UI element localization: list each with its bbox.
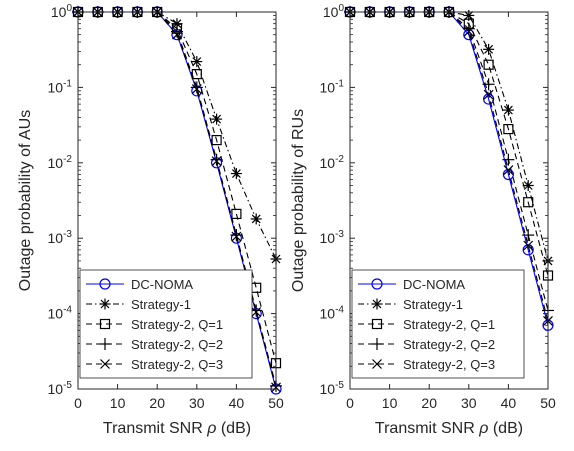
data-point [522, 179, 534, 191]
data-point [211, 113, 223, 125]
data-point [211, 135, 222, 146]
legend-marker [99, 318, 111, 330]
y-tick-label: 10-3 [320, 229, 345, 246]
data-point [463, 26, 474, 37]
data-point [522, 229, 535, 242]
legend: DC-NOMA Strategy-1 Strategy-2, Q=1 Strategy… [79, 269, 253, 379]
legend-marker [371, 338, 383, 350]
y-tick-label: 10-4 [320, 305, 345, 322]
x-tick-label: 20 [149, 395, 165, 411]
legend-label: Strategy-1 [131, 297, 191, 312]
legend-marker [371, 298, 383, 310]
legend-item: Strategy-1 [86, 297, 191, 312]
y-tick-label: 100 [51, 3, 73, 20]
legend-label: DC-NOMA [131, 277, 193, 292]
data-point [462, 22, 475, 35]
legend-item: Strategy-2, Q=1 [358, 317, 495, 332]
y-tick-label: 10-5 [320, 380, 345, 397]
y-tick-label: 10-3 [48, 229, 73, 246]
y-tick-label: 10-1 [320, 78, 345, 95]
x-tick-label: 10 [110, 395, 126, 411]
legend-item: Strategy-1 [358, 297, 463, 312]
data-point [502, 104, 514, 116]
x-tick-label: 10 [382, 395, 398, 411]
data-point [172, 29, 182, 40]
data-point [523, 197, 534, 208]
data-point [251, 307, 262, 317]
x-axis-label: Transmit SNR ρ (dB) [375, 420, 523, 437]
data-point [250, 213, 262, 225]
legend-marker [99, 338, 111, 350]
legend-item: Strategy-2, Q=1 [86, 317, 223, 332]
x-tick-label: 20 [421, 395, 437, 411]
x-tick-label: 40 [229, 395, 245, 411]
legend-label: Strategy-2, Q=1 [131, 317, 223, 332]
legend-item: Strategy-2, Q=2 [358, 337, 495, 352]
legend-label: Strategy-2, Q=3 [403, 357, 495, 372]
data-point [230, 229, 243, 242]
y-axis-label: Outage probability of RUs [290, 109, 307, 292]
legend: DC-NOMA Strategy-1 Strategy-2, Q=1 Strategy… [351, 269, 525, 379]
y-tick-label: 10-2 [320, 154, 345, 171]
y-tick-label: 100 [323, 3, 345, 20]
data-point [231, 208, 242, 220]
y-tick-label: 10-2 [48, 154, 73, 171]
x-tick-label: 40 [501, 395, 517, 411]
x-tick-label: 50 [268, 395, 284, 411]
axes-box [349, 11, 549, 390]
y-tick-label: 10-1 [48, 78, 73, 95]
x-tick-label: 30 [461, 395, 477, 411]
x-tick-label: 30 [189, 395, 205, 411]
legend-label: Strategy-2, Q=2 [131, 337, 223, 352]
x-tick-label: 0 [346, 395, 354, 411]
legend-marker [99, 298, 111, 310]
data-point [211, 156, 222, 167]
data-point [503, 123, 514, 135]
data-point [483, 59, 494, 70]
data-point [483, 43, 495, 55]
data-point [191, 84, 202, 95]
axes-box [77, 11, 277, 390]
x-axis-label: Transmit SNR ρ (dB) [103, 420, 251, 437]
data-point [503, 165, 514, 176]
legend-marker [99, 278, 111, 290]
legend-label: Strategy-2, Q=3 [131, 357, 223, 372]
legend-marker [371, 278, 383, 290]
legend-item: DC-NOMA [86, 277, 193, 292]
legend-item: Strategy-2, Q=2 [86, 337, 223, 352]
x-tick-label: 50 [540, 395, 556, 411]
y-axis-label: Outage probability of AUs [17, 110, 34, 291]
legend-item: DC-NOMA [358, 277, 465, 292]
legend-marker [371, 318, 383, 330]
data-point [191, 56, 203, 68]
x-tick-label: 0 [74, 395, 82, 411]
legend-item: Strategy-2, Q=3 [358, 357, 495, 372]
legend-label: DC-NOMA [403, 277, 465, 292]
data-point [190, 81, 203, 94]
data-point [502, 153, 515, 166]
data-point [482, 78, 495, 91]
data-point [523, 240, 534, 251]
legend-marker [372, 359, 382, 369]
y-tick-label: 10-4 [48, 305, 73, 322]
legend-marker [100, 359, 110, 369]
legend-label: Strategy-1 [403, 297, 463, 312]
chart-panel-1: 10-5 10-4 10-3 10-2 10-1 100 0 10 20 30 40 50 Outage… [17, 3, 284, 437]
data-point [483, 89, 494, 100]
data-point [231, 231, 242, 242]
legend-label: Strategy-2, Q=1 [403, 317, 495, 332]
chart-panel-2: 10-5 10-4 10-3 10-2 10-1 100 0 10 20 30 40 50 Outage… [290, 3, 556, 437]
y-tick-label: 10-5 [48, 380, 73, 397]
legend-label: Strategy-2, Q=2 [403, 337, 495, 352]
legend-item: Strategy-2, Q=3 [86, 357, 223, 372]
data-point [230, 168, 242, 180]
